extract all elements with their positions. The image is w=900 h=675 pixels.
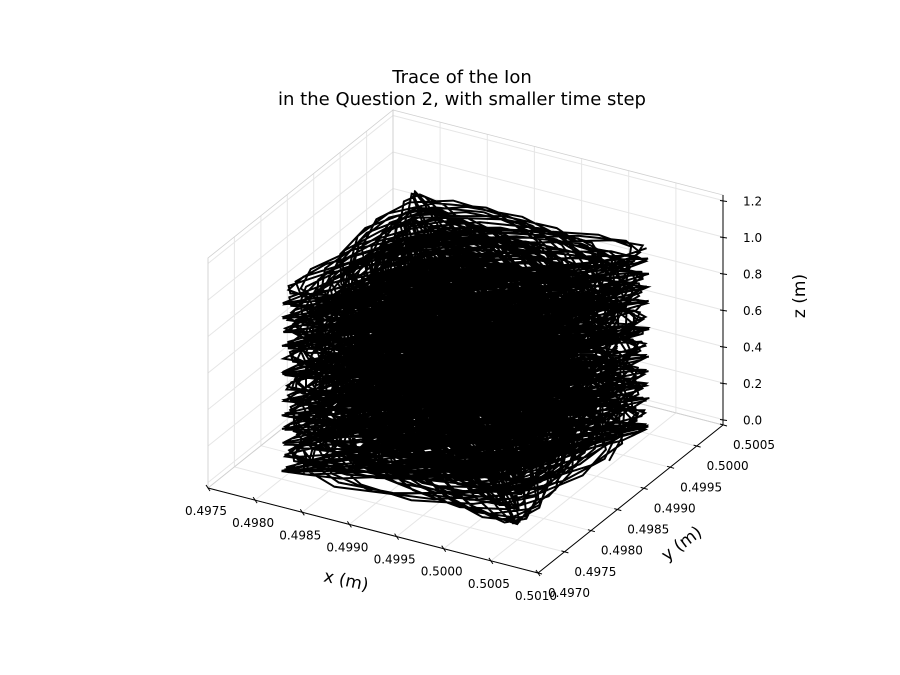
x-gridline bbox=[490, 412, 677, 562]
z-tick-mark bbox=[719, 309, 728, 312]
y-tick-label: 0.4980 bbox=[601, 544, 643, 558]
y-tick-mark bbox=[614, 508, 622, 512]
z-tick-label: 0.6 bbox=[743, 304, 762, 318]
y-gridline bbox=[234, 466, 565, 553]
z-axis-label: z (m) bbox=[790, 274, 810, 318]
y-tick-mark bbox=[534, 571, 543, 575]
y-tick-mark bbox=[693, 444, 701, 448]
z-tick-mark bbox=[719, 200, 728, 202]
z-tick-mark bbox=[719, 346, 728, 348]
x-tick-mark bbox=[299, 509, 305, 516]
chart-title-line1: Trace of the Ion bbox=[391, 67, 532, 88]
z-tick-mark bbox=[719, 419, 728, 421]
z-tick-label: 0.0 bbox=[743, 414, 762, 428]
x-axis-ticks: 0.4975 0.4980 0.4985 0.4990 0.4995 0.5000 0.50… bbox=[185, 484, 557, 603]
z-tick-label: 1.0 bbox=[743, 231, 762, 245]
y-tick-label: 0.4970 bbox=[548, 586, 590, 600]
x-tick-mark bbox=[205, 484, 211, 492]
z-gridline bbox=[392, 188, 724, 274]
z-tick-label: 0.2 bbox=[743, 377, 762, 391]
z-gridline bbox=[392, 115, 724, 201]
chart-title-line2: in the Question 2, with smaller time ste… bbox=[278, 89, 646, 110]
z-tick-mark bbox=[719, 236, 728, 239]
y-tick-mark bbox=[561, 550, 569, 554]
x-tick-label: 0.5000 bbox=[421, 565, 463, 579]
z-tick-mark bbox=[719, 382, 728, 385]
y-tick-mark bbox=[640, 486, 648, 490]
y-axis-line bbox=[537, 424, 724, 574]
x-tick-label: 0.5010 bbox=[515, 589, 557, 603]
y-tick-mark bbox=[587, 529, 596, 533]
x-tick-label: 0.4980 bbox=[232, 516, 274, 530]
y-tick-label: 0.4975 bbox=[574, 565, 616, 579]
y-tick-label: 0.4990 bbox=[654, 501, 696, 515]
y-tick-label: 0.5000 bbox=[707, 459, 749, 473]
x-axis-line bbox=[207, 487, 539, 574]
x-tick-mark bbox=[252, 496, 258, 504]
z-axis-ticks: 0.0 0.2 0.4 0.6 0.8 1.0 1.2 bbox=[719, 195, 762, 428]
x-tick-mark bbox=[394, 533, 400, 540]
z-tick-label: 0.4 bbox=[743, 341, 762, 355]
z-tick-label: 0.8 bbox=[743, 268, 762, 282]
ion-trace bbox=[280, 189, 652, 526]
ion-trace-line bbox=[280, 189, 652, 526]
z-gridline bbox=[207, 151, 394, 301]
y-tick-label: 0.5005 bbox=[733, 438, 775, 452]
x-tick-mark bbox=[488, 557, 494, 565]
y-tick-label: 0.4995 bbox=[680, 480, 722, 494]
z-gridline bbox=[207, 188, 394, 337]
z-tick-mark bbox=[719, 273, 728, 275]
y-axis-ticks: 0.4970 0.4975 0.4980 0.4985 0.4990 0.4995 0.50… bbox=[534, 423, 775, 600]
x-tick-label: 0.4985 bbox=[279, 528, 321, 542]
x-tick-mark bbox=[346, 521, 352, 528]
x-tick-label: 0.4990 bbox=[326, 540, 368, 554]
x-tick-label: 0.5005 bbox=[468, 577, 510, 591]
y-tick-mark bbox=[719, 423, 728, 427]
z-gridline bbox=[207, 115, 394, 264]
y-tick-label: 0.4985 bbox=[627, 523, 669, 537]
z-tick-label: 1.2 bbox=[743, 195, 762, 209]
x-tick-mark bbox=[441, 545, 447, 552]
x-tick-label: 0.4995 bbox=[374, 553, 416, 567]
x-tick-label: 0.4975 bbox=[185, 504, 227, 518]
x-axis-label: x (m) bbox=[322, 567, 370, 596]
z-gridline bbox=[392, 151, 724, 238]
y-tick-mark bbox=[666, 465, 675, 469]
